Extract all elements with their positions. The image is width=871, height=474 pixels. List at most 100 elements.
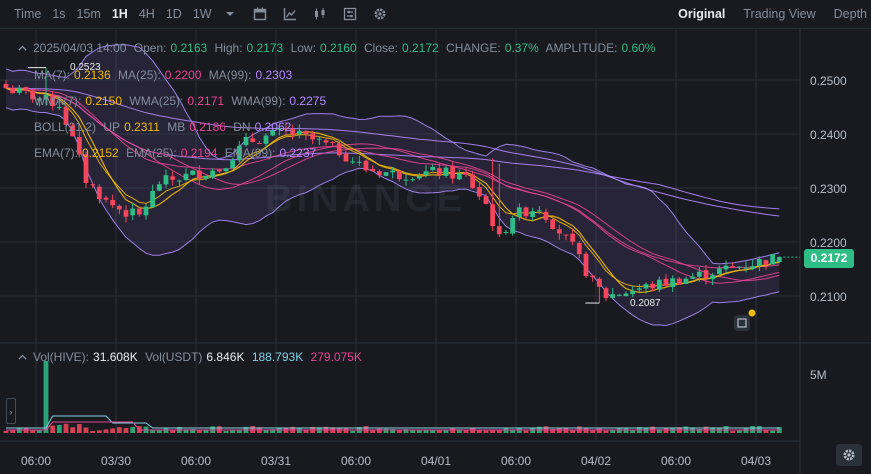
candle-body — [23, 87, 29, 91]
ma-legend[interactable]: MA(7): 0.2136 MA(25): 0.2200 MA(99): 0.2303 — [34, 68, 296, 82]
ema-legend[interactable]: EMA(7): 0.2152 EMA(25): 0.2194 EMA(99): 0.2… — [34, 146, 320, 160]
candle-body — [16, 87, 22, 93]
boll-dn-value: 0.2062 — [254, 120, 292, 134]
indicator-chart-icon[interactable] — [283, 7, 297, 21]
candle-body — [363, 160, 369, 171]
collapse-caret-icon[interactable] — [18, 44, 27, 53]
watermark: BINANCE — [265, 178, 467, 220]
volume-bar — [416, 429, 422, 433]
interval-1w[interactable]: 1W — [192, 7, 212, 21]
volume-bar — [610, 430, 616, 433]
ema25-value: 0.2194 — [180, 146, 218, 160]
candle-body — [756, 258, 762, 266]
volume-bar — [430, 430, 436, 433]
boll-up-label: UP — [103, 120, 121, 134]
candle-body — [603, 288, 609, 299]
volume-bar — [523, 430, 529, 433]
x-tick: 03/31 — [260, 454, 292, 468]
candle-body — [356, 161, 362, 163]
candle-body — [323, 140, 329, 143]
volume-bar — [443, 429, 449, 433]
toolbar-divider — [0, 28, 871, 29]
volume-pane-toggle[interactable]: › — [6, 398, 16, 424]
candle-body — [330, 142, 336, 144]
ema99-label: EMA(99): — [224, 146, 276, 160]
volume-bar — [96, 430, 102, 433]
candle-body — [683, 278, 689, 284]
volume-bar — [296, 428, 302, 433]
x-tick: 04/01 — [420, 454, 452, 468]
volume-bar — [550, 428, 556, 433]
volume-legend[interactable]: Vol(HIVE): 31.608K Vol(USDT) 6.846K 188.79… — [18, 350, 366, 364]
calendar-icon[interactable] — [253, 7, 267, 21]
gear-icon[interactable] — [373, 7, 387, 21]
interval-1d[interactable]: 1D — [165, 7, 182, 21]
ema25-line — [5, 87, 780, 269]
chart-settings-button[interactable] — [836, 444, 862, 466]
candle-body — [570, 233, 576, 242]
volume-bar — [656, 429, 662, 433]
volume-bar — [116, 427, 122, 433]
volume-collapse-caret-icon[interactable] — [18, 353, 27, 362]
volume-bar — [263, 429, 269, 433]
candle-body — [203, 176, 209, 179]
candle-body — [76, 137, 82, 155]
candle-body — [116, 205, 122, 210]
interval-4h[interactable]: 4H — [138, 7, 155, 21]
volume-bar — [476, 430, 482, 433]
volume-bar — [130, 427, 136, 433]
view-switcher: Original Trading View Depth — [660, 0, 871, 28]
candle-body — [250, 138, 256, 142]
time-button[interactable]: Time — [14, 7, 42, 21]
sliders-icon[interactable] — [343, 7, 357, 21]
x-tick: 04/02 — [580, 454, 612, 468]
volume-ma2-line — [6, 421, 780, 431]
candle-body — [710, 275, 716, 280]
low-label: Low: — [290, 41, 316, 55]
ohlc-date: 2025/04/03 14:00 — [33, 41, 127, 55]
candle-body — [496, 226, 502, 235]
x-tick: 06:00 — [180, 454, 212, 468]
volume-bar — [410, 429, 416, 433]
current-price-tag: 0.2172 — [804, 249, 854, 268]
volume-bar — [283, 428, 289, 433]
vol-ma2-value: 279.075K — [310, 350, 362, 364]
boll-legend[interactable]: BOLL(21,2) UP 0.2311 MB 0.2186 DN 0.2062 — [34, 120, 295, 134]
view-depth[interactable]: Depth — [833, 7, 867, 21]
candle-body — [563, 234, 569, 236]
candle-body — [296, 130, 302, 135]
candlestick-type-icon[interactable] — [313, 7, 327, 21]
high-label: High: — [214, 41, 243, 55]
interval-1h[interactable]: 1H — [111, 7, 128, 21]
volume-bar — [183, 429, 189, 433]
chevron-down-icon[interactable] — [223, 7, 237, 21]
x-tick: 04/03 — [740, 454, 772, 468]
interval-1s[interactable]: 1s — [52, 7, 66, 21]
view-original[interactable]: Original — [678, 7, 726, 21]
candle-body — [776, 257, 782, 262]
volume-bar — [396, 430, 402, 433]
view-trading-view[interactable]: Trading View — [743, 7, 816, 21]
chart-toolbar: Time 1s 15m 1H 4H 1D 1W Original Trading… — [0, 0, 871, 28]
candle-body — [576, 243, 582, 255]
volume-bar — [50, 425, 56, 433]
candle-body — [10, 88, 16, 94]
candle-body — [90, 184, 96, 186]
candle-body — [610, 294, 616, 298]
volume-bar — [43, 361, 49, 433]
low-marker-label: 0.2087 — [630, 298, 661, 309]
candle-body — [396, 170, 402, 180]
close-label: Close: — [363, 41, 398, 55]
wma-legend[interactable]: WMA(7): 0.2150 WMA(25): 0.2171 WMA(99): 0.2… — [34, 94, 330, 108]
volume-bar — [570, 430, 576, 433]
interval-15m[interactable]: 15m — [76, 7, 101, 21]
wma99-value: 0.2275 — [289, 94, 327, 108]
ma25-line — [5, 87, 780, 282]
volume-bar — [423, 430, 429, 433]
candle-body — [583, 253, 589, 276]
candle-body — [403, 179, 409, 181]
candle-body — [276, 128, 282, 130]
volume-bar — [456, 429, 462, 433]
candle-body — [70, 125, 76, 137]
